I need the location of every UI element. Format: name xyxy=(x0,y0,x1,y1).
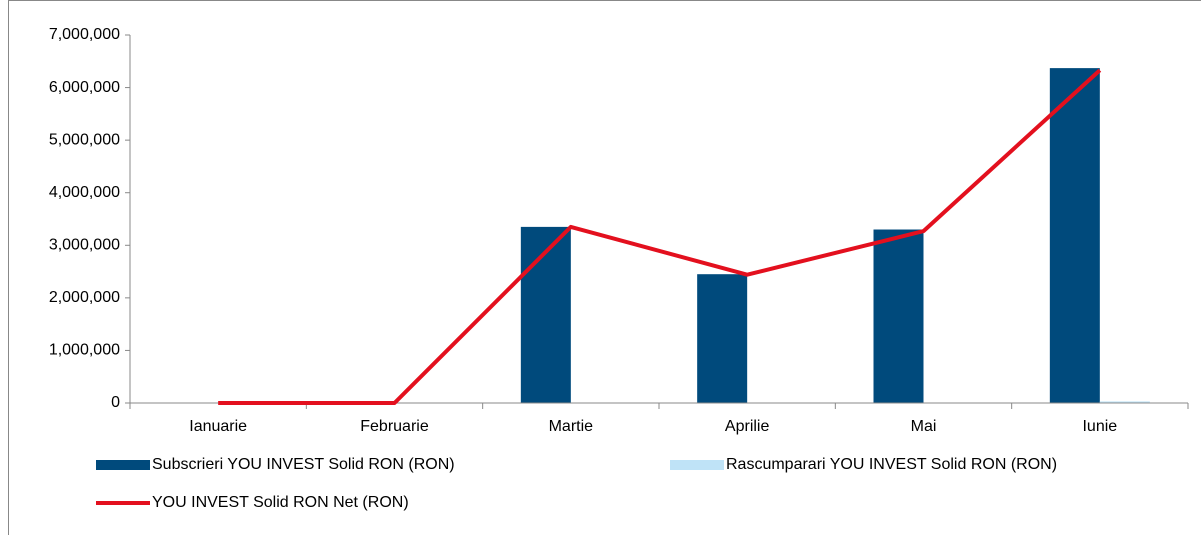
legend-swatch xyxy=(670,460,724,470)
chart-frame xyxy=(8,0,1201,535)
x-tick-label: Februarie xyxy=(360,418,429,435)
bar xyxy=(697,274,748,403)
x-tick-label: Iunie xyxy=(1082,418,1117,435)
y-tick-label: 4,000,000 xyxy=(49,184,120,201)
legend-swatch xyxy=(96,460,150,470)
bar xyxy=(520,226,571,403)
y-tick-label: 0 xyxy=(111,394,120,411)
legend-label: YOU INVEST Solid RON Net (RON) xyxy=(152,494,409,511)
legend-label: Rascumparari YOU INVEST Solid RON (RON) xyxy=(726,456,1057,473)
bar xyxy=(873,229,924,403)
bar xyxy=(1099,401,1150,403)
y-tick-label: 1,000,000 xyxy=(49,342,120,359)
x-tick-label: Ianuarie xyxy=(189,418,247,435)
y-tick-label: 2,000,000 xyxy=(49,289,120,306)
y-tick-label: 5,000,000 xyxy=(49,131,120,148)
y-tick-label: 6,000,000 xyxy=(49,79,120,96)
y-tick-label: 7,000,000 xyxy=(49,26,120,43)
x-tick-label: Martie xyxy=(549,418,594,435)
x-tick-label: Aprilie xyxy=(725,418,770,435)
legend-label: Subscrieri YOU INVEST Solid RON (RON) xyxy=(152,456,455,473)
bar xyxy=(1049,68,1100,404)
y-tick-label: 3,000,000 xyxy=(49,237,120,254)
x-tick-label: Mai xyxy=(911,418,937,435)
line xyxy=(218,68,1102,405)
